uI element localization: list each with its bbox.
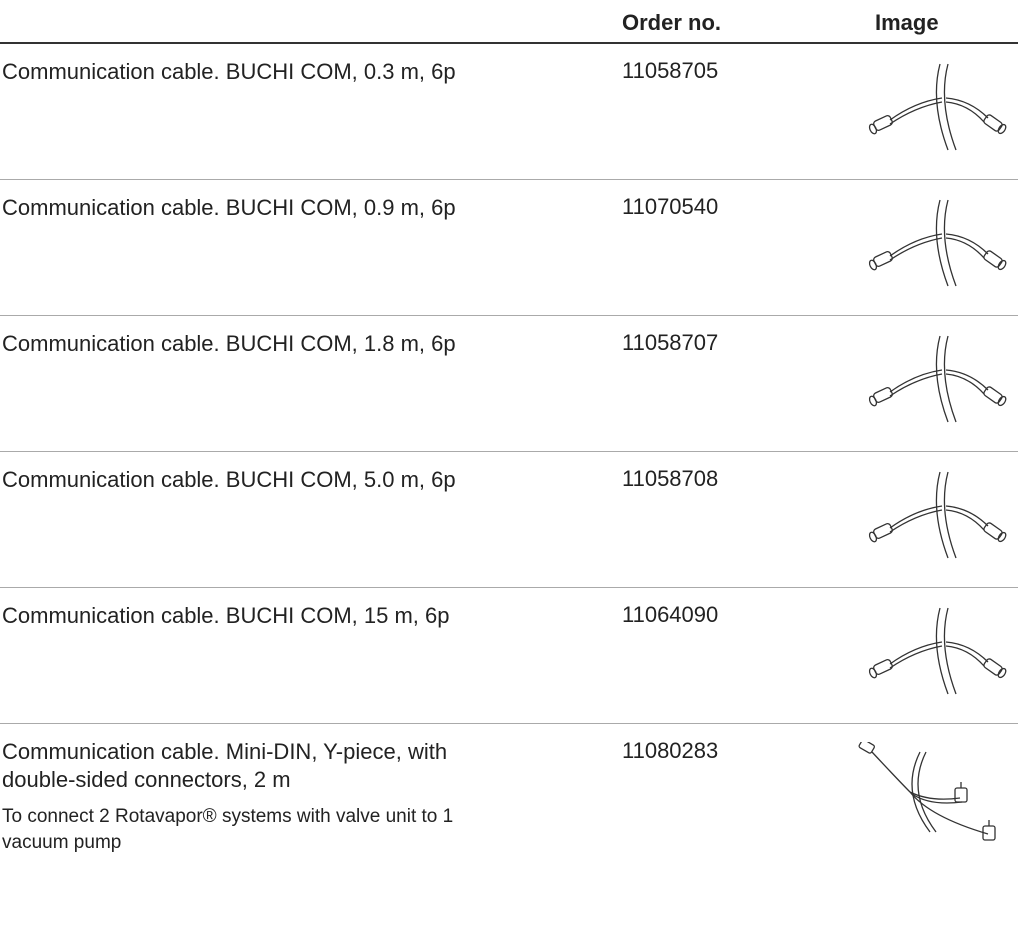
- description: Communication cable. Mini-DIN, Y-piece, …: [2, 739, 448, 792]
- table-row: Communication cable. BUCHI COM, 15 m, 6p…: [0, 588, 1018, 724]
- description: Communication cable. BUCHI COM, 5.0 m, 6…: [2, 467, 456, 492]
- order-number: 11058707: [622, 330, 719, 355]
- image-cell: [850, 739, 1000, 857]
- table-row: Communication cable. BUCHI COM, 0.9 m, 6…: [0, 180, 1018, 316]
- cable-image: [868, 471, 1007, 559]
- image-cell: [860, 62, 1010, 167]
- table-row: Communication cable. BUCHI COM, 1.8 m, 6…: [0, 316, 1018, 452]
- cable-image: [868, 335, 1007, 423]
- cable-image: [868, 63, 1007, 151]
- description: Communication cable. BUCHI COM, 0.9 m, 6…: [2, 195, 456, 220]
- y-cable-image: [858, 739, 996, 841]
- image-cell: [860, 198, 1010, 303]
- table-row: Communication cable. Mini-DIN, Y-piece, …: [0, 724, 1018, 884]
- description: Communication cable. BUCHI COM, 15 m, 6p: [2, 603, 450, 628]
- order-number: 11064090: [622, 602, 719, 627]
- image-cell: [860, 606, 1010, 711]
- table-header: Order no. Image: [0, 0, 1018, 44]
- description: Communication cable. BUCHI COM, 0.3 m, 6…: [2, 59, 456, 84]
- header-order-no: Order no.: [622, 10, 722, 35]
- cable-image: [868, 607, 1007, 695]
- table-row: Communication cable. BUCHI COM, 5.0 m, 6…: [0, 452, 1018, 588]
- cable-image: [868, 199, 1007, 287]
- order-number: 11058705: [622, 58, 719, 83]
- image-cell: [860, 334, 1010, 439]
- order-number: 11058708: [622, 466, 719, 491]
- order-number: 11070540: [622, 194, 719, 219]
- order-number: 11080283: [622, 738, 719, 763]
- table-row: Communication cable. BUCHI COM, 0.3 m, 6…: [0, 44, 1018, 180]
- header-image: Image: [875, 10, 939, 35]
- note: To connect 2 Rotavapor® systems with val…: [2, 806, 454, 853]
- description: Communication cable. BUCHI COM, 1.8 m, 6…: [2, 331, 456, 356]
- image-cell: [860, 470, 1010, 575]
